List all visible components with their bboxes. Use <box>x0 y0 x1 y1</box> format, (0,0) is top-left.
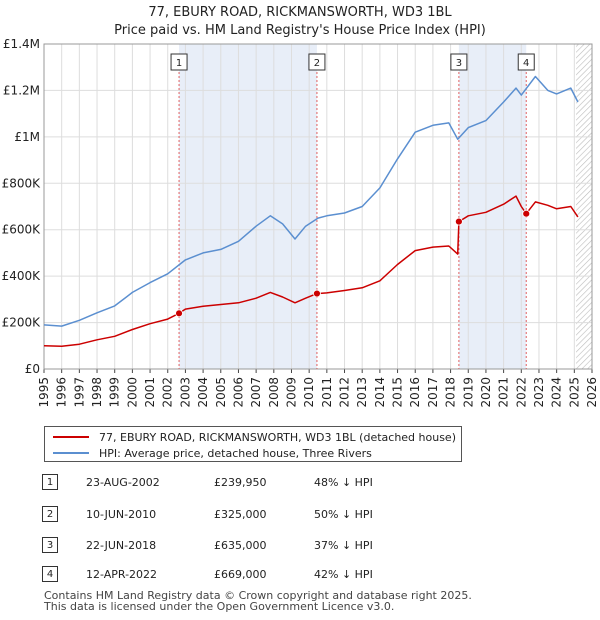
sale-marker-box <box>450 53 468 71</box>
x-tick-label: 2013 <box>355 377 369 408</box>
sale-marker-label: 2 <box>314 58 320 69</box>
x-tick-label: 2020 <box>479 377 493 408</box>
x-tick-label: 2007 <box>249 377 263 408</box>
x-tick-label: 2000 <box>125 377 139 408</box>
x-tick-label: 1998 <box>90 377 104 408</box>
x-tick-label: 2006 <box>231 377 245 408</box>
legend-label-property: 77, EBURY ROAD, RICKMANSWORTH, WD3 1BL (… <box>99 430 456 444</box>
table-row: 1 23-AUG-2002 £239,950 48% ↓ HPI <box>42 474 382 492</box>
sale-marker-box <box>170 53 188 71</box>
x-tick-label: 1996 <box>55 377 69 408</box>
sale-marker-label: 1 <box>176 58 182 69</box>
chart-subtitle: Price paid vs. HM Land Registry's House … <box>114 23 486 38</box>
legend-label-hpi: HPI: Average price, detached house, Thre… <box>99 446 372 460</box>
sale-price: £325,000 <box>214 508 267 521</box>
chart-legend: 77, EBURY ROAD, RICKMANSWORTH, WD3 1BL (… <box>44 426 462 462</box>
sale-point <box>313 289 321 298</box>
x-tick-label: 2015 <box>391 377 405 408</box>
sale-number-badge: 3 <box>42 537 58 553</box>
x-tick-label: 2004 <box>196 377 210 408</box>
sale-price: £239,950 <box>214 476 267 489</box>
ownership-period-shade <box>458 44 527 369</box>
forecast-hatch-area <box>576 44 592 369</box>
sale-marker-label: 4 <box>523 58 529 69</box>
table-row: 4 12-APR-2022 £669,000 42% ↓ HPI <box>42 566 382 584</box>
table-row: 2 10-JUN-2010 £325,000 50% ↓ HPI <box>42 506 382 524</box>
x-tick-label: 2026 <box>585 377 599 408</box>
y-tick-label: £800K <box>2 176 42 190</box>
sale-hpi-diff: 50% ↓ HPI <box>314 508 373 521</box>
x-tick-label: 2022 <box>514 377 528 408</box>
sale-hpi-diff: 48% ↓ HPI <box>314 476 373 489</box>
sale-date: 10-JUN-2010 <box>86 508 157 521</box>
sale-marker-box <box>517 53 535 71</box>
x-tick-label: 1995 <box>37 377 51 408</box>
legend-item-property: 77, EBURY ROAD, RICKMANSWORTH, WD3 1BL (… <box>53 429 456 445</box>
ownership-period-shade <box>179 44 317 369</box>
sale-hpi-diff: 37% ↓ HPI <box>314 539 373 552</box>
x-tick-label: 2008 <box>267 377 281 408</box>
x-tick-label: 2005 <box>214 377 228 408</box>
table-row: 3 22-JUN-2018 £635,000 37% ↓ HPI <box>42 537 382 555</box>
footer-attribution: Contains HM Land Registry data © Crown c… <box>44 590 472 612</box>
sale-price: £635,000 <box>214 539 267 552</box>
price-chart: 77, EBURY ROAD, RICKMANSWORTH, WD3 1BL P… <box>2 5 599 408</box>
y-tick-label: £600K <box>2 223 42 237</box>
x-tick-label: 2001 <box>143 377 157 408</box>
x-tick-label: 2002 <box>161 377 175 408</box>
footer-line-license: This data is licensed under the Open Gov… <box>44 600 395 613</box>
chart-title: 77, EBURY ROAD, RICKMANSWORTH, WD3 1BL <box>148 5 452 20</box>
x-tick-label: 2019 <box>461 377 475 408</box>
sale-marker-label: 3 <box>456 58 462 69</box>
y-tick-label: £400K <box>2 269 42 283</box>
x-tick-label: 1999 <box>108 377 122 408</box>
sale-date: 22-JUN-2018 <box>86 539 157 552</box>
x-tick-label: 2016 <box>408 377 422 408</box>
sale-number-badge: 4 <box>42 566 58 582</box>
x-tick-label: 2009 <box>284 377 298 408</box>
sale-price: £669,000 <box>214 568 267 581</box>
footer-line-copyright: Contains HM Land Registry data © Crown c… <box>44 589 472 602</box>
x-tick-label: 2012 <box>338 377 352 408</box>
sale-number-badge: 1 <box>42 474 58 490</box>
sale-number-badge: 2 <box>42 506 58 522</box>
sale-point <box>454 217 463 226</box>
y-tick-label: £1M <box>14 130 40 144</box>
y-tick-label: £1.2M <box>3 83 40 97</box>
x-tick-label: 2014 <box>373 377 387 408</box>
sale-point <box>175 309 183 318</box>
x-tick-label: 2024 <box>550 377 564 408</box>
x-tick-label: 1997 <box>72 377 86 408</box>
y-tick-label: £1.4M <box>3 37 40 51</box>
x-tick-label: 2003 <box>178 377 192 408</box>
property-price-line <box>43 195 579 348</box>
legend-item-hpi: HPI: Average price, detached house, Thre… <box>53 445 372 461</box>
legend-swatch-hpi <box>53 452 89 454</box>
x-tick-label: 2025 <box>567 377 581 408</box>
sale-date: 12-APR-2022 <box>86 568 158 581</box>
sale-marker-box <box>308 53 326 71</box>
plot-border <box>43 43 593 370</box>
x-tick-label: 2021 <box>497 377 511 408</box>
x-tick-label: 2018 <box>444 377 458 408</box>
x-tick-label: 2017 <box>426 377 440 408</box>
x-tick-label: 2011 <box>320 377 334 408</box>
y-tick-label: £0 <box>25 362 40 376</box>
y-tick-label: £200K <box>2 316 42 330</box>
legend-swatch-property <box>53 436 89 438</box>
x-tick-label: 2010 <box>302 377 316 408</box>
x-tick-label: 2023 <box>532 377 546 408</box>
sale-point <box>522 209 531 218</box>
hpi-line <box>43 75 579 327</box>
sale-hpi-diff: 42% ↓ HPI <box>314 568 373 581</box>
sale-date: 23-AUG-2002 <box>86 476 160 489</box>
